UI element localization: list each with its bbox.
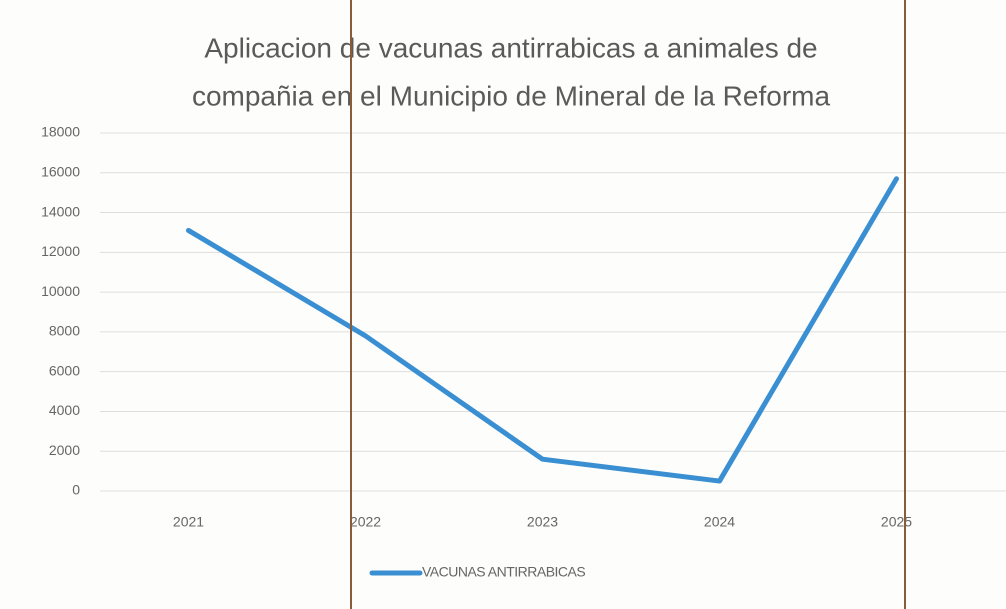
chart-title: compañia en el Municipio de Mineral de l… xyxy=(192,80,831,111)
y-tick-label: 14000 xyxy=(41,203,80,219)
chart-title: Aplicacion de vacunas antirrabicas a ani… xyxy=(204,32,817,63)
y-tick-label: 2000 xyxy=(49,442,80,458)
plot-area: 0 2000 4000 6000 8000 10000 12000 14000 16000 180… xyxy=(41,124,1006,580)
x-tick-label: 2025 xyxy=(881,514,912,530)
x-tick-label: 2024 xyxy=(704,514,735,530)
y-tick-label: 18000 xyxy=(41,124,80,140)
x-tick-label: 2023 xyxy=(527,514,558,530)
y-tick-label: 10000 xyxy=(41,283,80,299)
y-tick-label: 12000 xyxy=(41,243,80,259)
y-tick-label: 0 xyxy=(72,482,80,498)
legend-label: VACUNAS ANTIRRABICAS xyxy=(422,564,585,580)
data-line xyxy=(186,176,899,484)
y-tick-label: 16000 xyxy=(41,163,80,179)
y-tick-label: 6000 xyxy=(49,362,80,378)
x-tick-label: 2021 xyxy=(173,514,204,530)
y-tick-label: 8000 xyxy=(49,323,80,339)
y-tick-label: 4000 xyxy=(49,402,80,418)
x-tick-label: 2022 xyxy=(350,514,381,530)
